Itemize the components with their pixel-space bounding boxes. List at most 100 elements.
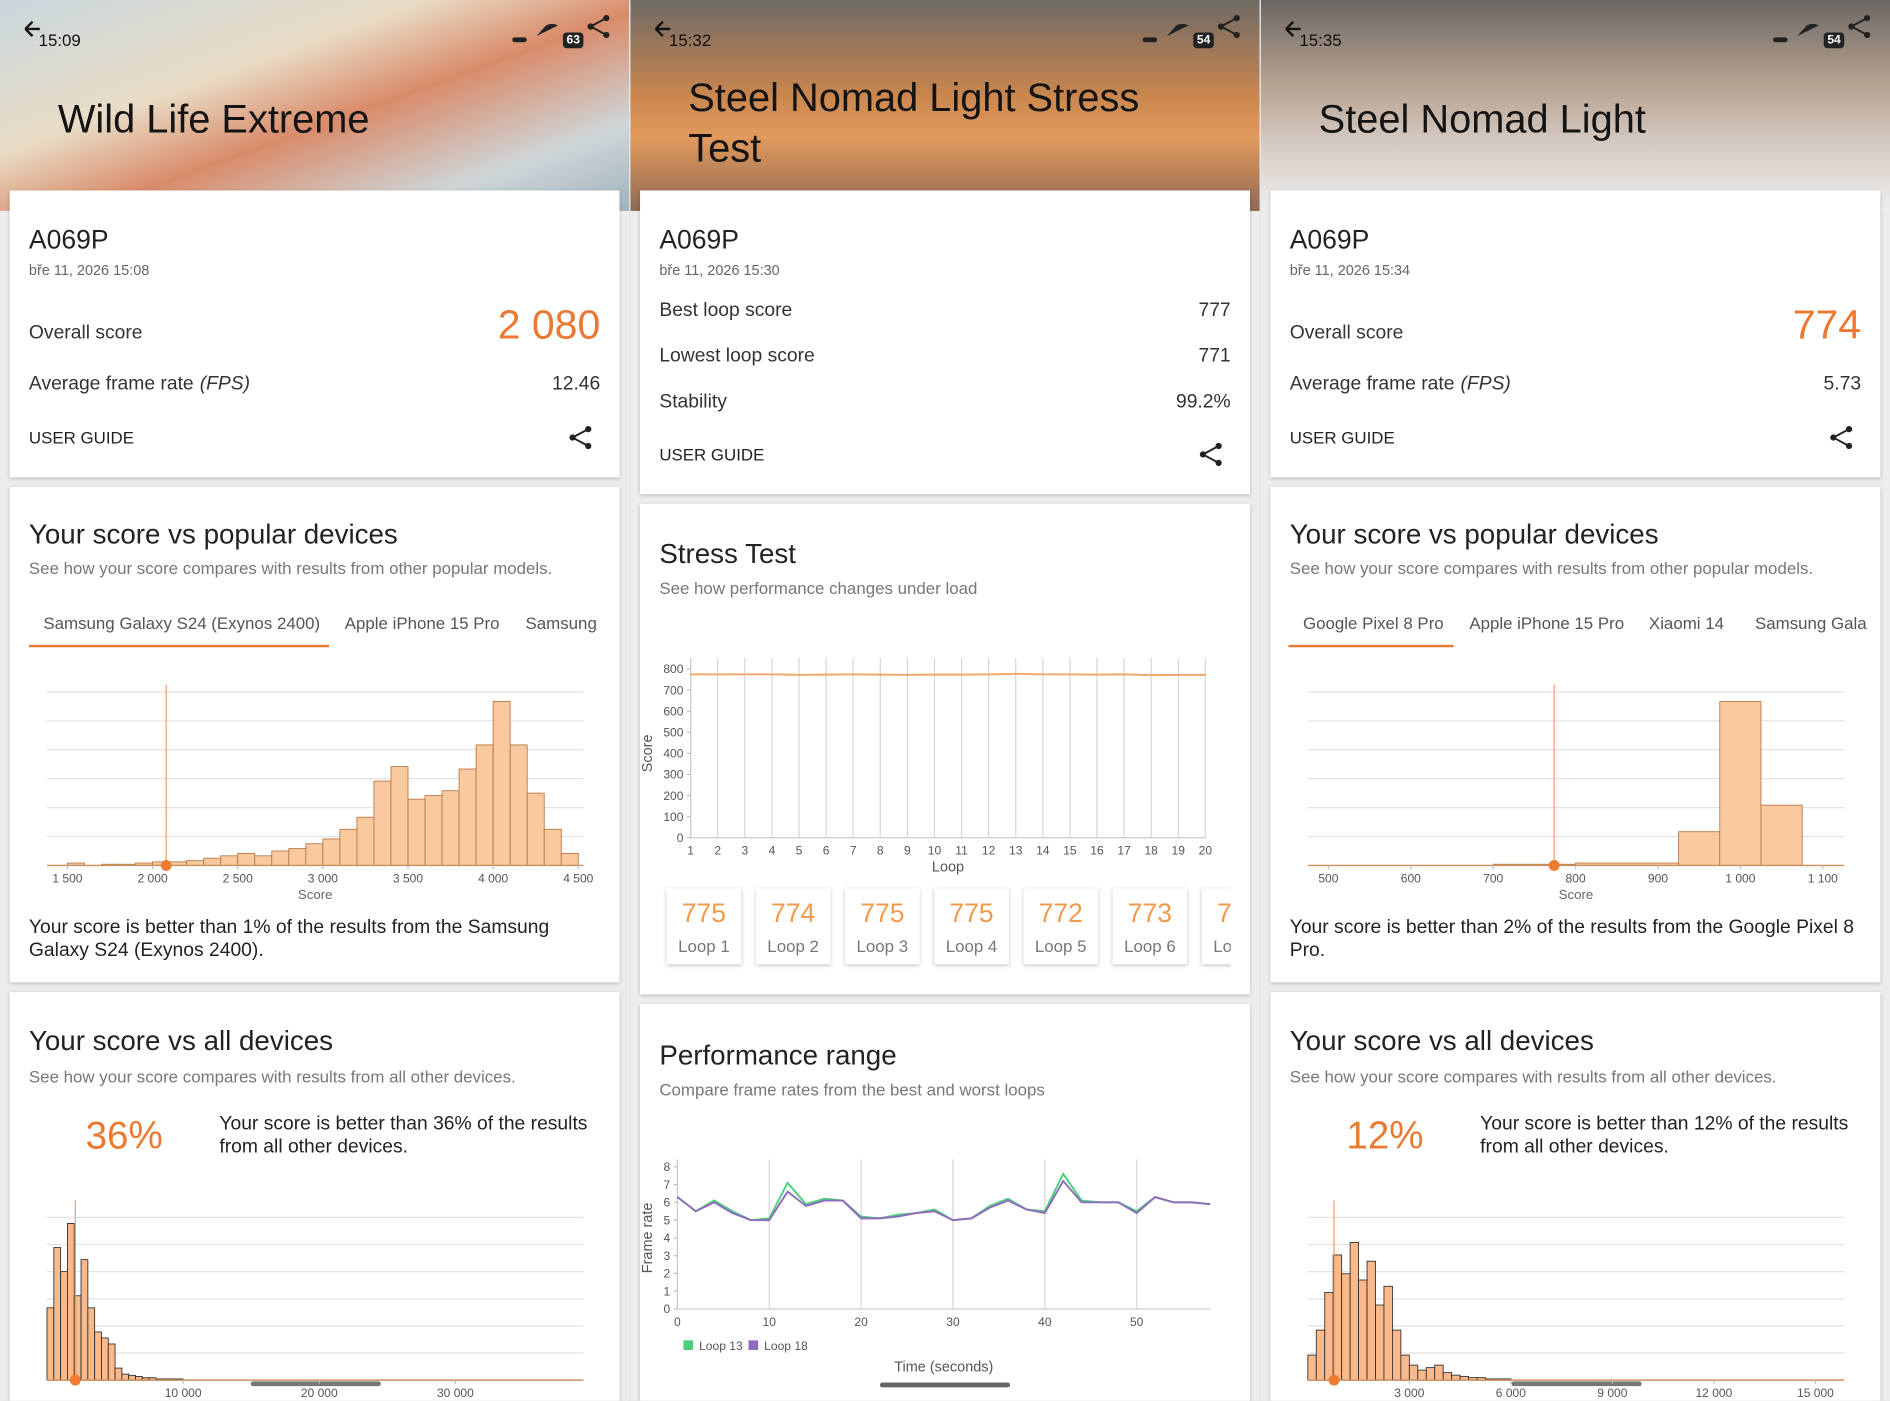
y-tick-label: 5 xyxy=(663,1213,670,1227)
user-guide[interactable]: USER GUIDE xyxy=(1289,427,1395,448)
x-tick-label: 800 xyxy=(1566,871,1586,885)
histogram-bar xyxy=(107,1343,116,1381)
percentile: 12% xyxy=(1346,1113,1424,1158)
share-line xyxy=(1849,17,1868,36)
x-tick-label: 2 500 xyxy=(223,871,253,885)
y-tick-label: 1 xyxy=(663,1284,670,1298)
user-guide[interactable]: USER GUIDE xyxy=(659,444,765,465)
overlay: 1 500 2 000 2 500 3 000 3 500 4 000 4 500 Score… xyxy=(24,14,610,1400)
header-image xyxy=(630,0,1260,211)
header-image xyxy=(0,0,630,211)
score-marker-dot xyxy=(1548,860,1560,871)
scrollbar xyxy=(1511,1381,1642,1387)
score-marker-dot xyxy=(69,1374,81,1386)
device-tab[interactable]: Samsung Galaxy S24 (Exynos 2400) xyxy=(43,613,321,633)
y-tick-label: 600 xyxy=(663,704,683,718)
histogram-bar xyxy=(1307,1354,1317,1381)
loop-label: Loop 4 xyxy=(945,936,998,956)
x-tick-label: 15 xyxy=(1063,844,1077,858)
device-tab[interactable]: Apple iPhone 15 Pro xyxy=(344,613,500,633)
series-line xyxy=(676,1179,1211,1222)
device-tab[interactable]: Samsung xyxy=(525,613,597,633)
histogram-bar xyxy=(60,1271,68,1381)
histogram-bar xyxy=(121,1373,130,1381)
back-arrow xyxy=(24,20,40,38)
status-time: 15:09 xyxy=(38,30,81,50)
back-arrow xyxy=(654,20,671,38)
section-subtitle: See how your score compares with results… xyxy=(1289,558,1814,578)
key-icon xyxy=(512,37,527,43)
legend-swatch xyxy=(748,1340,759,1351)
x-axis-label: Loop xyxy=(932,859,964,875)
loop-label: Loop 7 xyxy=(1213,936,1231,956)
legend-label: Loop 18 xyxy=(764,1339,808,1353)
x-tick-label: 3 000 xyxy=(308,871,338,885)
loop-score: 775 xyxy=(949,897,994,929)
loop-score: 772 xyxy=(1038,897,1083,929)
device-tab[interactable]: Xiaomi 14 xyxy=(1648,613,1724,633)
x-tick-label: 4 000 xyxy=(478,871,508,885)
phone-screen: 15:32 54 Steel Nomad Light Stress Test A069… xyxy=(630,0,1260,1401)
loop-score: 773 xyxy=(1127,897,1173,929)
back-arrow xyxy=(1285,20,1301,38)
loop-label: Loop 6 xyxy=(1124,936,1176,956)
x-tick-label: 3 500 xyxy=(393,871,423,885)
user-guide[interactable]: USER GUIDE xyxy=(28,427,134,448)
histogram-bar xyxy=(1366,1260,1376,1381)
overlay: 500 600 700 800 900 1 000 1 100 Score 3 000 6 000… xyxy=(1285,14,1871,1400)
histogram-bar xyxy=(1324,1292,1334,1381)
device-tab[interactable]: Apple iPhone 15 Pro xyxy=(1469,613,1625,633)
device-tab[interactable]: Google Pixel 8 Pro xyxy=(1302,613,1444,633)
share-line xyxy=(1218,17,1238,36)
histogram-bar xyxy=(53,1247,62,1381)
benchmark-title: Wild Life Extreme xyxy=(57,96,370,142)
histogram-bar xyxy=(1315,1329,1326,1381)
x-tick-label: 1 xyxy=(687,844,694,858)
device-tab[interactable]: Samsung Gala xyxy=(1755,613,1867,633)
histogram-bar xyxy=(1341,1273,1351,1381)
histogram-bar xyxy=(114,1367,123,1381)
histogram-bar xyxy=(237,852,256,866)
result-label: Average frame rate (FPS) xyxy=(28,373,251,395)
histogram-bar xyxy=(1678,831,1721,866)
section-title: Your score vs all devices xyxy=(28,1024,334,1056)
result-text: Your score is better than 2% of the resu… xyxy=(1289,917,1854,961)
x-tick-label: 16 xyxy=(1090,844,1104,858)
histogram-bar xyxy=(288,848,307,866)
x-tick-label: 10 xyxy=(928,844,942,858)
section-subtitle: See how your score compares with results… xyxy=(28,1066,516,1087)
x-tick-label: 15 000 xyxy=(1797,1386,1834,1400)
y-tick-label: 3 xyxy=(663,1249,670,1263)
loop-score: 775 xyxy=(860,897,905,929)
histogram-bar xyxy=(1442,1372,1453,1381)
section-subtitle: See how your score compares with results… xyxy=(1289,1066,1777,1087)
x-tick-label: 18 xyxy=(1144,844,1158,858)
benchmark-title: Steel Nomad Light xyxy=(1318,96,1646,142)
result-card xyxy=(9,190,620,478)
y-tick-label: 100 xyxy=(663,810,683,824)
loop-label: Loop 5 xyxy=(1034,936,1087,956)
device-name: A069P xyxy=(28,224,109,255)
x-axis-label: Score xyxy=(1559,887,1594,902)
histogram-bar xyxy=(1417,1369,1427,1381)
key-icon xyxy=(1142,37,1158,43)
histogram-bar xyxy=(1408,1364,1419,1381)
x-tick-label: 9 000 xyxy=(1597,1386,1627,1400)
series-line xyxy=(676,1171,1211,1222)
section-title: Your score vs popular devices xyxy=(28,518,398,550)
y-tick-label: 8 xyxy=(663,1160,670,1174)
loop-card: 775 Loop 4 xyxy=(934,888,1009,965)
result-value: 777 xyxy=(1198,300,1231,321)
x-tick-label: 1 000 xyxy=(1725,871,1755,885)
y-tick-label: 2 xyxy=(663,1267,670,1281)
wifi-icon xyxy=(536,23,559,37)
device-name: A069P xyxy=(1289,224,1370,255)
status-time: 15:32 xyxy=(668,30,712,50)
x-tick-label: 6 xyxy=(823,844,830,858)
histogram-bar xyxy=(80,1259,89,1381)
result-label: Overall score xyxy=(1289,323,1404,344)
y-tick-label: 0 xyxy=(663,1302,670,1316)
phone-screen: 15:35 54 Steel Nomad Light A069P bře 11, 202… xyxy=(1260,0,1890,1401)
battery: 63 xyxy=(562,32,584,49)
